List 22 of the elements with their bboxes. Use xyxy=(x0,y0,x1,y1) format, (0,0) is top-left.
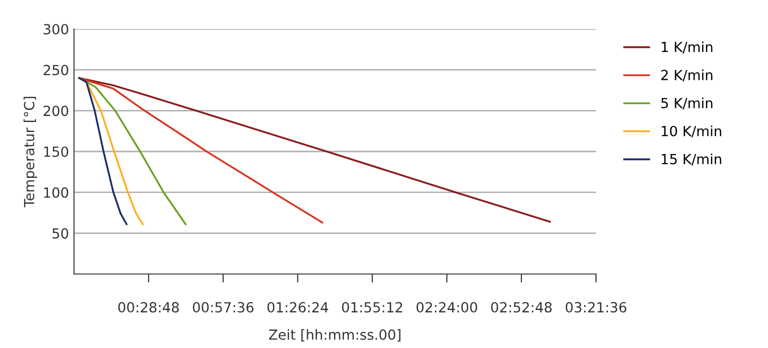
y-tick-label: 150 xyxy=(44,146,68,157)
legend-label: 5 K/min xyxy=(661,98,712,110)
x-tick-label: 01:26:24 xyxy=(267,302,328,313)
y-axis-title: Temperatur [°C] xyxy=(24,96,38,208)
x-tick-label: 03:21:36 xyxy=(566,302,626,313)
y-tick-label: 300 xyxy=(44,24,68,34)
y-tick-label: 250 xyxy=(44,64,68,76)
legend-label: 2 K/min xyxy=(661,70,712,82)
y-tick-label: 100 xyxy=(44,187,68,198)
legend-label: 15 K/min xyxy=(662,154,722,166)
line-series xyxy=(78,77,324,224)
x-tick-label: 02:52:48 xyxy=(491,302,552,313)
line-series xyxy=(78,77,128,226)
x-axis-title: Zeit [hh:mm:ss.00] xyxy=(269,329,400,342)
legend-label: 10 K/min xyxy=(662,126,722,138)
x-tick-label: 00:28:48 xyxy=(118,302,179,313)
y-tick-label: 50 xyxy=(52,228,68,239)
y-tick-label: 200 xyxy=(44,106,68,116)
x-tick-label: 00:57:36 xyxy=(192,302,254,313)
x-tick-label: 01:55:12 xyxy=(342,302,402,313)
legend-label: 1 K/min xyxy=(662,42,712,54)
x-tick-label: 02:24:00 xyxy=(416,302,478,313)
